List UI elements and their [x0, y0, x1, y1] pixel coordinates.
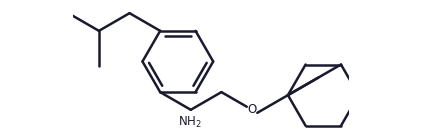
Text: O: O	[247, 103, 257, 116]
Text: NH$_2$: NH$_2$	[178, 115, 202, 130]
